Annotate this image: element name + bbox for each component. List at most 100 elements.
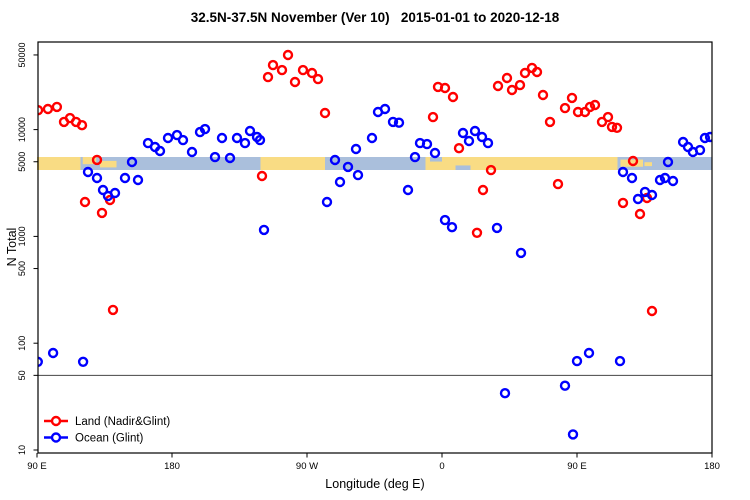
data-point-land xyxy=(559,102,571,114)
data-point-ocean xyxy=(171,129,183,141)
y-tick-label: 1000 xyxy=(17,226,27,246)
data-point-land xyxy=(439,82,451,94)
data-point-land xyxy=(96,207,108,219)
data-point-land xyxy=(552,178,564,190)
data-point-land xyxy=(537,89,549,101)
surface-band-patch-ocean xyxy=(455,165,471,170)
x-tick-label: 90 E xyxy=(567,461,587,472)
data-point-land xyxy=(427,111,439,123)
data-point-ocean xyxy=(667,175,679,187)
data-point-ocean xyxy=(699,132,711,144)
data-point-ocean xyxy=(583,347,595,359)
x-tick-label: 90 E xyxy=(27,461,47,472)
data-point-ocean xyxy=(393,117,405,128)
data-point-ocean xyxy=(199,123,211,135)
data-point-land xyxy=(501,72,513,84)
data-point-land xyxy=(602,111,614,123)
data-point-land xyxy=(519,67,531,79)
x-tick-label: 180 xyxy=(704,461,720,472)
data-point-land xyxy=(256,170,268,182)
data-point-land xyxy=(506,84,518,96)
y-tick-label: 50000 xyxy=(17,42,27,67)
data-point-land xyxy=(42,103,54,115)
data-point-land xyxy=(606,121,618,133)
chart-title: 32.5N-37.5N November (Ver 10) 2015-01-01… xyxy=(190,10,560,25)
data-point-land xyxy=(514,79,526,91)
y-tick-label: 500 xyxy=(17,261,27,276)
data-point-ocean xyxy=(379,103,391,115)
data-point-ocean xyxy=(387,116,399,128)
data-point-ocean xyxy=(132,174,144,186)
y-tick-label: 10 xyxy=(17,445,27,455)
data-points-layer xyxy=(38,49,712,440)
data-point-ocean xyxy=(402,184,414,196)
data-point-land xyxy=(531,66,543,78)
data-point-ocean xyxy=(439,214,451,226)
data-point-ocean xyxy=(559,380,571,391)
data-point-ocean xyxy=(254,134,266,146)
legend-item-label: Ocean (Glint) xyxy=(75,433,144,445)
data-point-ocean xyxy=(662,156,674,168)
data-point-land xyxy=(312,73,324,85)
data-point-land xyxy=(596,116,608,128)
data-point-ocean xyxy=(515,247,527,259)
data-point-ocean xyxy=(216,132,228,144)
data-point-ocean xyxy=(632,193,644,205)
x-tick-label: 180 xyxy=(164,461,180,472)
data-point-ocean xyxy=(334,176,346,188)
y-tick-label: 100 xyxy=(17,336,27,351)
data-point-land xyxy=(477,184,489,196)
data-point-land xyxy=(634,208,646,220)
data-point-land xyxy=(319,107,331,119)
data-point-ocean xyxy=(97,184,109,196)
data-point-ocean xyxy=(82,166,94,178)
data-point-ocean xyxy=(457,127,469,139)
data-point-ocean xyxy=(350,143,362,155)
surface-band-patch-ocean xyxy=(254,164,261,170)
data-point-ocean xyxy=(694,144,706,156)
y-tick-label: 10000 xyxy=(17,117,27,142)
data-point-ocean xyxy=(617,166,629,178)
data-point-ocean xyxy=(571,355,583,367)
data-point-land xyxy=(589,99,601,111)
data-point-ocean xyxy=(126,156,138,168)
surface-band-land xyxy=(425,157,618,170)
data-point-ocean xyxy=(329,154,341,166)
surface-band-patch-ocean xyxy=(430,157,442,162)
data-point-land xyxy=(492,80,504,92)
data-point-ocean xyxy=(239,137,251,149)
data-point-ocean xyxy=(429,147,441,159)
data-point-ocean xyxy=(321,196,333,208)
data-point-ocean xyxy=(469,125,481,137)
data-point-land xyxy=(544,116,556,128)
data-point-land xyxy=(485,164,497,176)
legend-marker-icon xyxy=(50,432,62,443)
surface-band-land xyxy=(260,157,325,170)
data-point-land xyxy=(566,92,578,104)
data-point-ocean xyxy=(38,356,43,367)
data-point-ocean xyxy=(342,161,354,173)
data-point-land xyxy=(617,197,629,209)
data-point-ocean xyxy=(646,189,658,201)
data-point-land xyxy=(276,64,288,76)
plot-border xyxy=(37,41,713,454)
data-point-land xyxy=(611,122,623,134)
data-point-ocean xyxy=(491,222,503,234)
data-point-ocean xyxy=(244,125,256,137)
surface-band-land xyxy=(37,157,81,170)
surface-band-patch-land xyxy=(644,162,652,167)
data-point-ocean xyxy=(654,174,666,186)
surface-band-patch-land xyxy=(620,159,643,167)
data-point-land xyxy=(306,67,318,79)
data-point-land xyxy=(471,227,483,239)
data-point-ocean xyxy=(421,138,433,150)
data-point-land xyxy=(91,154,103,166)
data-point-land xyxy=(627,155,639,167)
data-point-ocean xyxy=(446,221,458,233)
data-point-land xyxy=(107,304,119,316)
data-point-land xyxy=(297,64,309,76)
data-point-ocean xyxy=(162,132,174,144)
data-point-land xyxy=(584,101,596,113)
data-point-ocean xyxy=(567,429,579,440)
